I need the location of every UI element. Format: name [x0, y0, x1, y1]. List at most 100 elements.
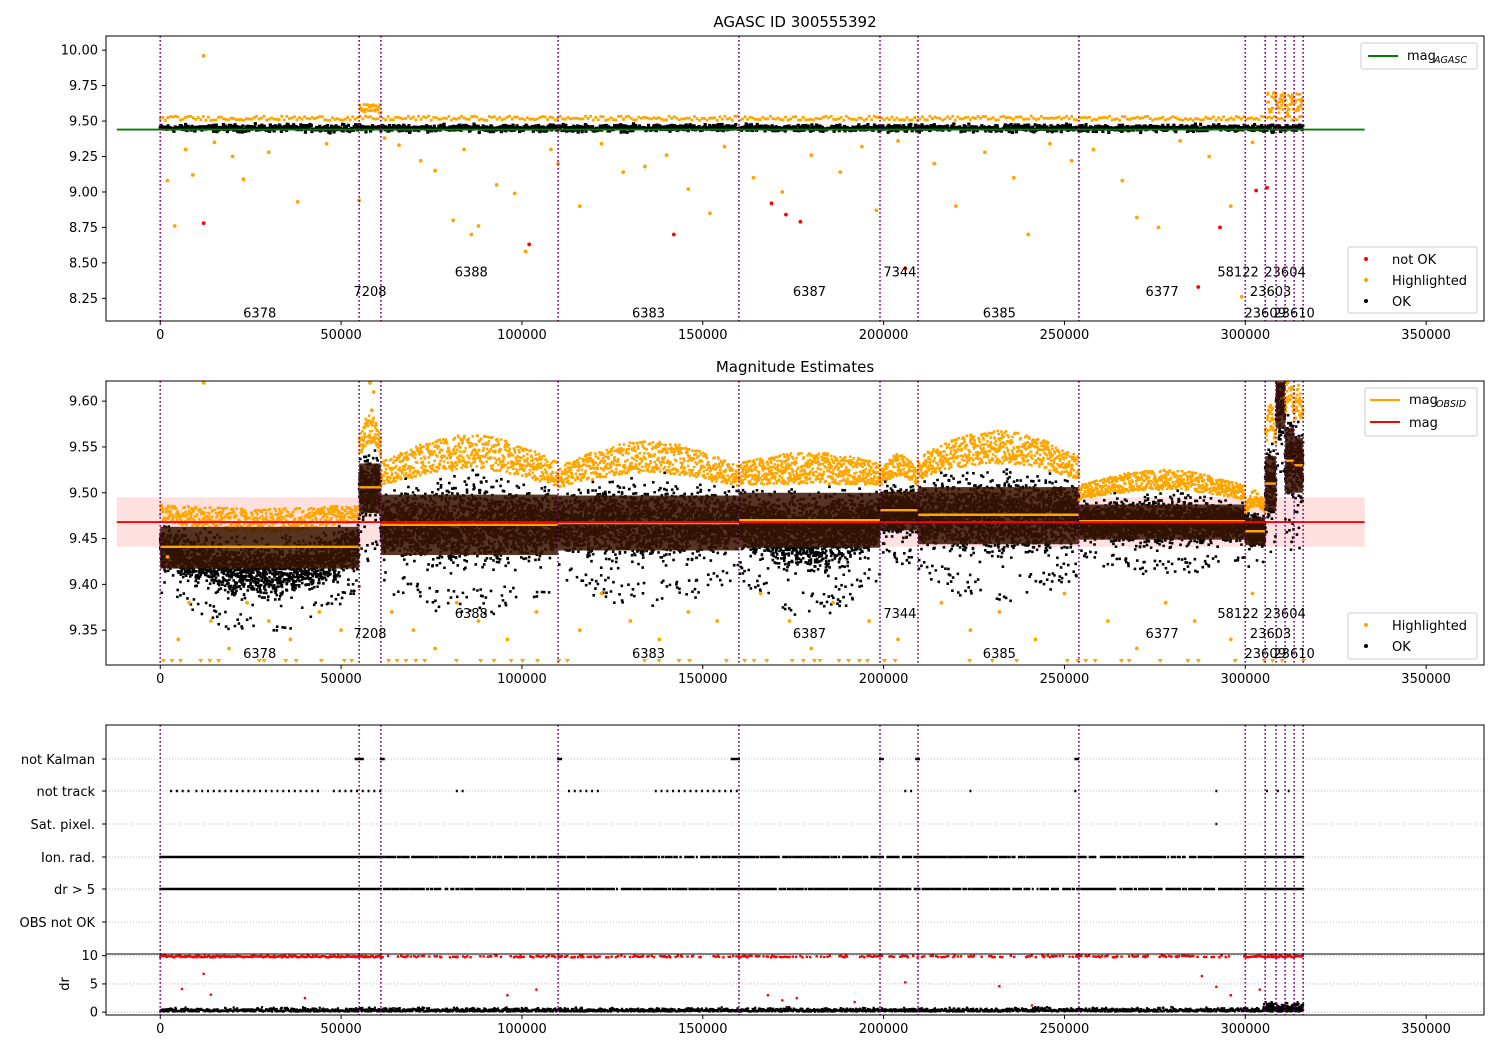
y-tick-label: 9.55: [69, 440, 98, 455]
x-tick-label: 0: [156, 328, 164, 343]
highlighted-point: [469, 232, 474, 237]
highlighted-point: [241, 177, 246, 182]
highlighted-point: [1290, 97, 1295, 102]
highlighted-edge-points: [737, 451, 882, 486]
below-range-marker: [1195, 659, 1201, 663]
below-range-marker: [169, 659, 175, 663]
highlighted-point: [831, 600, 835, 605]
below-range-marker: [1083, 659, 1089, 663]
dr-outlier-point: [209, 993, 213, 996]
highlighted-point: [1239, 294, 1244, 299]
highlighted-point: [577, 628, 582, 633]
below-range-marker: [881, 659, 887, 663]
y-tick-label: 0: [90, 1006, 98, 1021]
highlighted-point: [172, 224, 177, 228]
highlighted-point: [708, 211, 712, 216]
x-tick-label: 50000: [320, 1022, 361, 1037]
highlighted-edge-points: [916, 429, 1081, 480]
highlighted-point: [1048, 141, 1052, 146]
highlighted-point: [190, 173, 195, 177]
highlighted-point: [896, 139, 900, 143]
highlighted-point: [433, 646, 438, 651]
highlighted-point: [997, 609, 1002, 614]
highlighted-point: [1207, 154, 1212, 159]
highlighted-point: [324, 141, 329, 146]
legend-sub-obsid: OBSID: [1436, 399, 1466, 410]
below-range-marker: [403, 659, 409, 663]
obsid-label: 6387: [793, 627, 826, 642]
legend-label-mag-agasc: mag: [1407, 49, 1436, 64]
obsid-label: 23609: [1245, 306, 1286, 321]
legend-label-mag-obsid: mag: [1409, 393, 1438, 408]
highlighted-point: [245, 600, 249, 605]
below-range-marker: [413, 659, 419, 663]
below-range-marker: [1126, 659, 1132, 663]
highlighted-point: [1192, 619, 1197, 623]
highlighted-point: [454, 600, 459, 605]
highlighted-point: [212, 140, 217, 145]
below-range-marker: [207, 659, 213, 663]
highlighted-point: [809, 153, 814, 158]
highlighted-point: [838, 170, 843, 175]
highlighted-point: [643, 164, 647, 169]
below-range-marker: [160, 659, 166, 663]
y-tick-label: 10.00: [61, 44, 98, 59]
highlighted-point: [874, 208, 879, 213]
y-tick-label: 8.25: [69, 292, 98, 307]
below-range-marker: [836, 659, 842, 663]
obsid-label: 23604: [1264, 607, 1305, 622]
not-ok-point: [769, 201, 774, 206]
not-ok-point: [784, 212, 788, 217]
below-range-marker: [1064, 659, 1070, 663]
highlighted-point: [397, 143, 401, 148]
below-range-marker: [318, 659, 324, 663]
legend-sub-agasc: AGASC: [1433, 55, 1467, 66]
highlighted-point: [288, 637, 293, 642]
below-range-marker: [1261, 659, 1267, 663]
highlighted-point: [201, 381, 206, 385]
highlighted-point: [1105, 619, 1110, 623]
y-tick-label: 9.50: [69, 486, 98, 501]
x-tick-label: 150000: [678, 328, 728, 343]
y-tick-label: 9.45: [69, 532, 98, 547]
highlighted-point: [494, 182, 499, 187]
obsid-label: 7344: [883, 607, 916, 622]
dr-outlier-point: [1030, 1004, 1034, 1007]
legend-box: [1360, 42, 1478, 70]
below-range-marker: [1270, 659, 1276, 663]
panel-flags: OBS not OK dr > 5 Ion. rad. Sat. pixel. not …: [20, 724, 1485, 955]
obsid-label: 6388: [455, 607, 488, 622]
below-range-marker: [198, 659, 204, 663]
x-tick-label: 0: [156, 1022, 164, 1037]
legend-series: Highlighted OK: [1347, 612, 1478, 660]
obsid-label: 6383: [632, 306, 665, 321]
below-range-marker: [491, 659, 497, 663]
highlighted-point: [227, 646, 231, 651]
legend-box: [1347, 612, 1478, 660]
legend-label: OK: [1392, 640, 1411, 655]
highlighted-point: [476, 224, 481, 228]
panel-title: AGASC ID 300555392: [713, 13, 876, 31]
below-range-marker: [1014, 659, 1020, 663]
dr-outlier-point: [781, 999, 784, 1002]
highlighted-point: [982, 150, 987, 155]
highlighted-point: [201, 53, 206, 58]
flag-row-label: dr > 5: [54, 883, 95, 898]
below-range-marker: [520, 659, 526, 663]
y-tick-label: 9.75: [69, 79, 98, 94]
highlighted-point: [1279, 93, 1284, 98]
x-tick-label: 0: [156, 672, 164, 687]
below-range-marker: [508, 659, 514, 663]
below-range-marker: [1157, 659, 1163, 663]
highlighted-point: [780, 190, 785, 194]
y-axis-label: dr: [58, 977, 73, 991]
highlighted-point: [968, 628, 973, 633]
below-range-marker: [789, 659, 795, 663]
obsid-label: 6377: [1146, 285, 1179, 300]
below-range-marker: [764, 659, 770, 663]
below-range-marker: [723, 659, 729, 663]
flag-row-label: not Kalman: [21, 753, 95, 768]
not-ok-point: [1218, 225, 1222, 230]
legend-marker: [1364, 299, 1368, 303]
legend-label: Highlighted: [1392, 274, 1467, 289]
